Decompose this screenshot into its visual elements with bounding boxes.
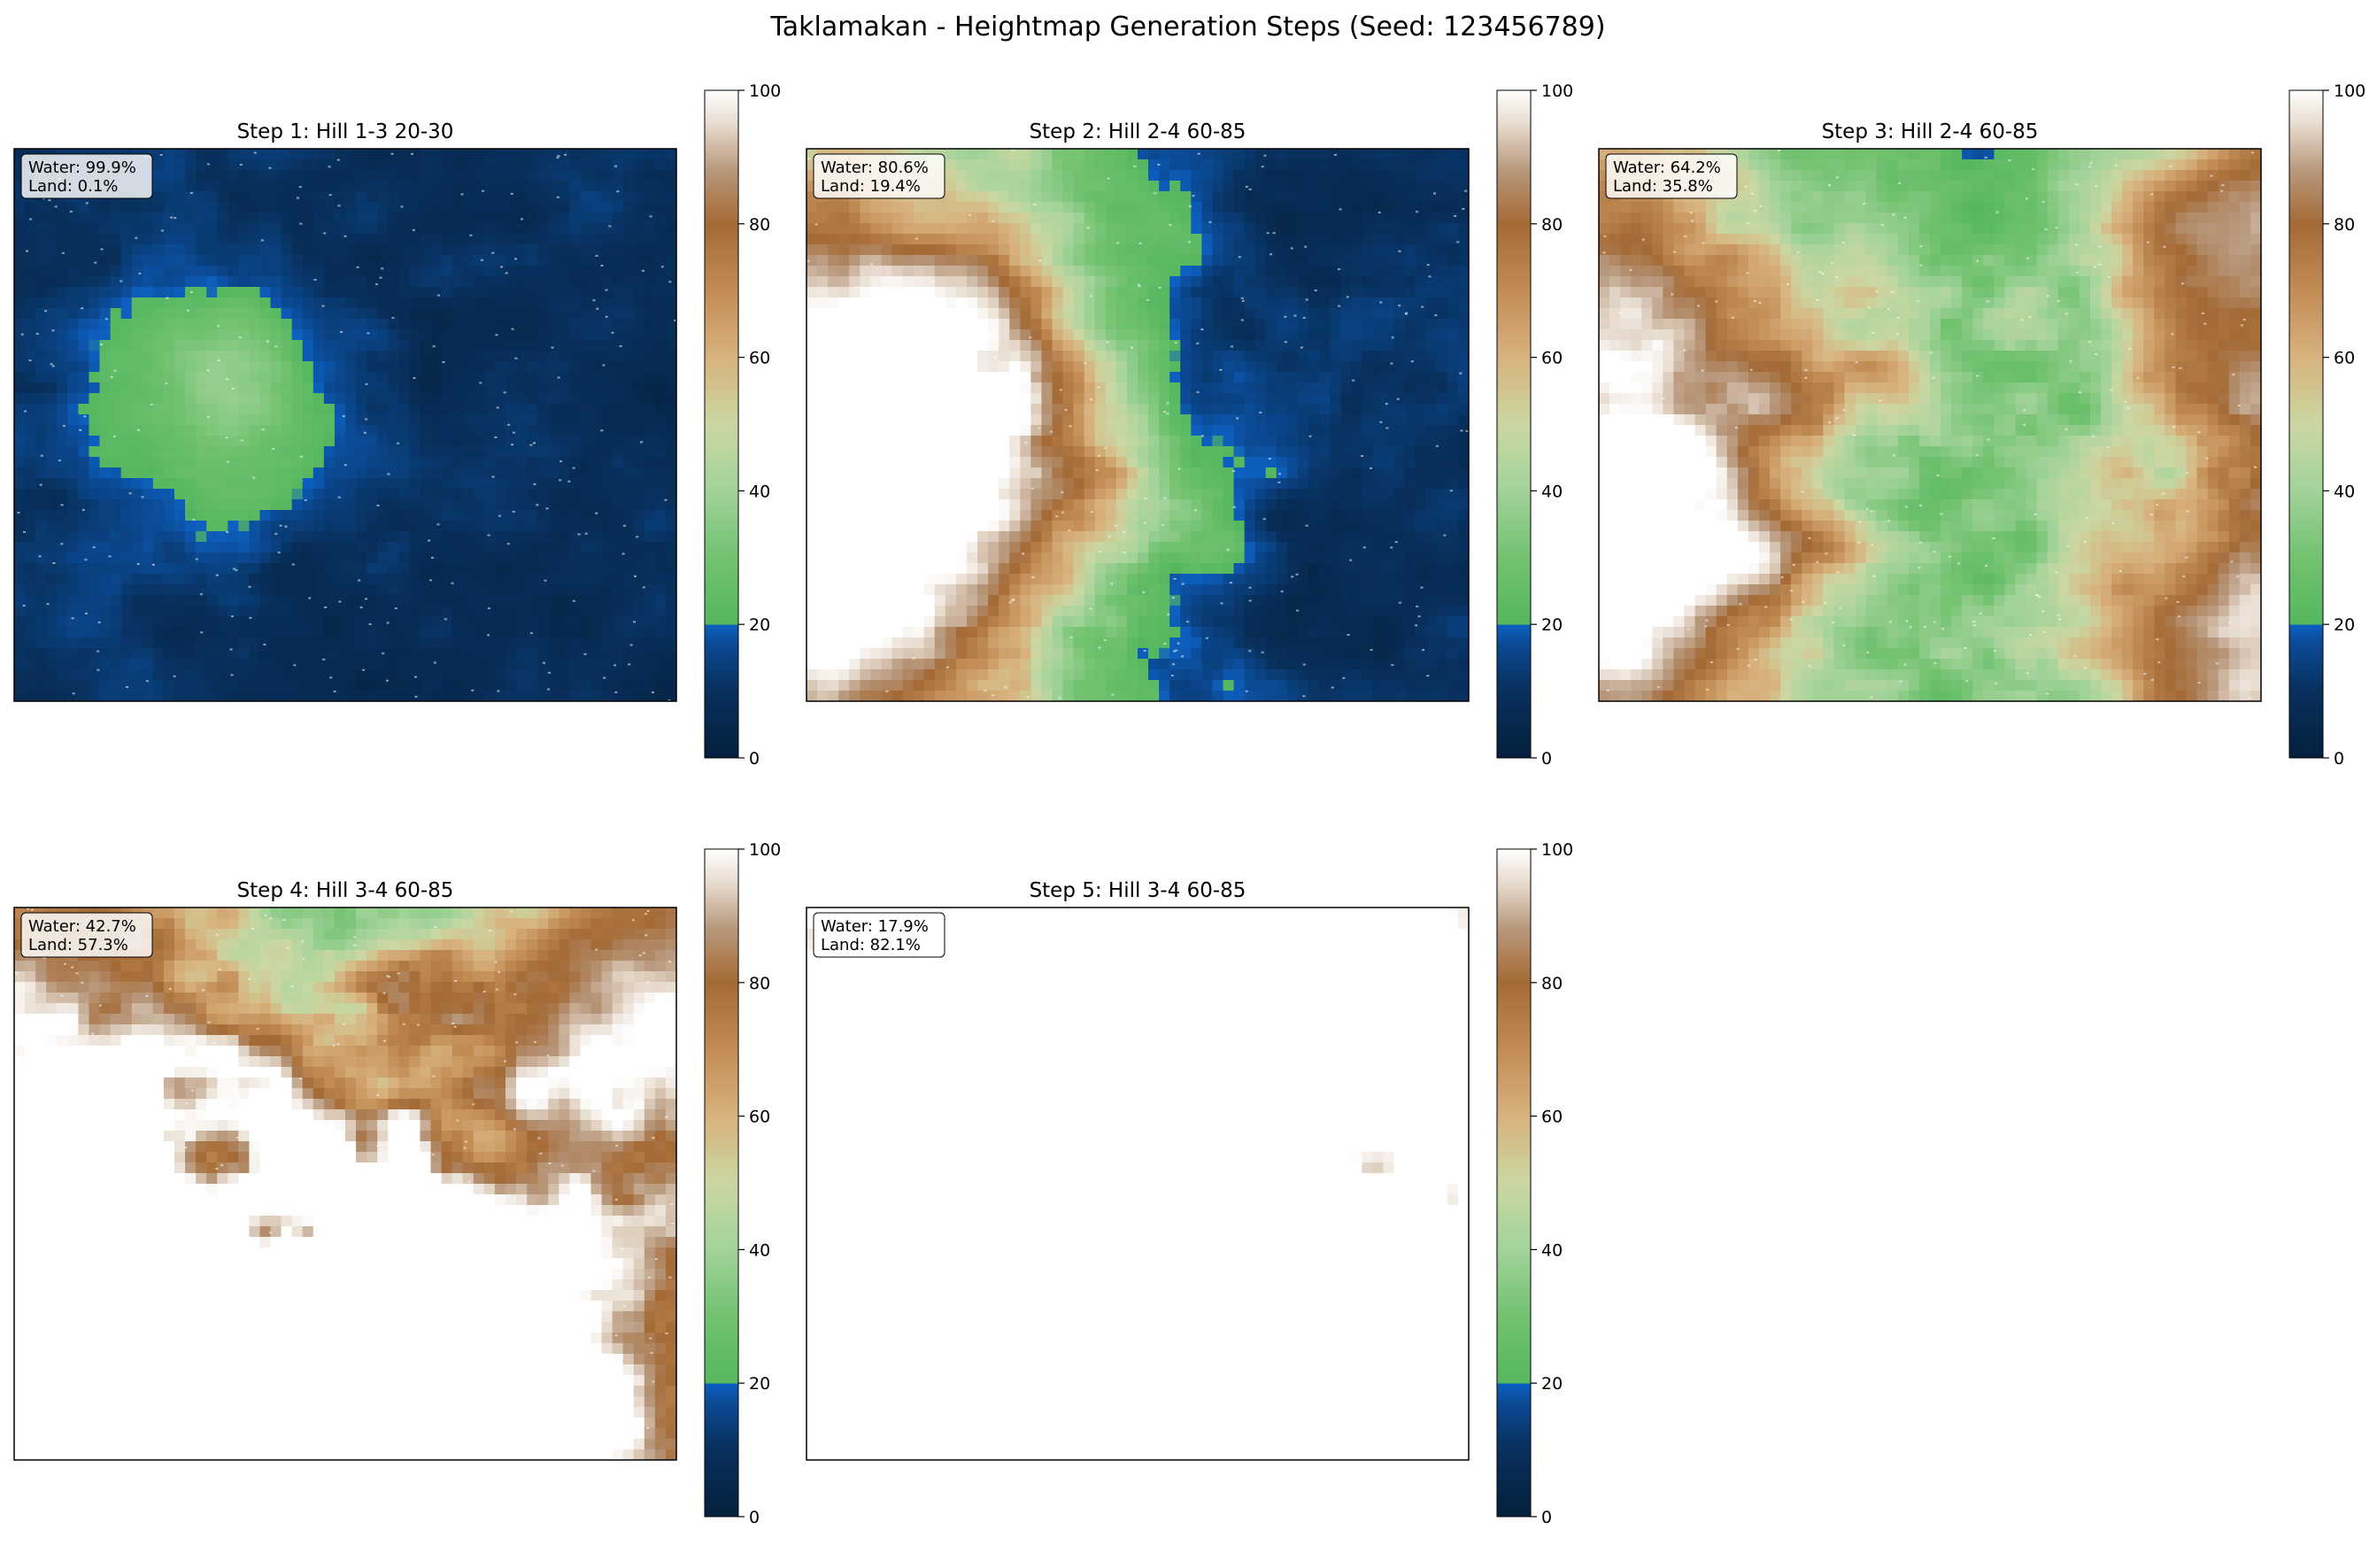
axes-frame [13,148,677,702]
colorbar-tick-label: 80 [1541,974,1563,993]
colorbar-tick-label: 0 [1541,1508,1552,1527]
colorbar-tick-label: 80 [2334,215,2355,235]
heightmap-speckle [806,149,1469,699]
colorbar-tick-label: 80 [749,974,770,993]
colorbar-tick-label: 80 [1541,215,1563,235]
panel-3: Step 3: Hill 2-4 60-85 Water: 64.2%Land: … [1598,81,2365,769]
heightmap-speckle [14,908,675,1459]
panel-2: Step 2: Hill 2-4 60-85 Water: 80.6%Land: … [806,81,1573,769]
colorbar-tick-label: 60 [749,349,770,368]
colorbar: 0 20 40 60 80 100 [704,840,781,1527]
water-land-annotation: Water: 17.9%Land: 82.1% [813,912,945,958]
colorbar-tick-label: 100 [1541,81,1573,101]
colorbar-tick-label: 40 [1541,482,1563,501]
colorbar: 0 20 40 60 80 100 [1496,840,1573,1527]
colorbar-tick-label: 40 [749,1240,770,1260]
land-percent-label: Land: 82.1% [821,936,921,954]
heightmap [806,149,1469,701]
heightmap-speckle [17,151,676,701]
panel-title: Step 2: Hill 2-4 60-85 [1030,120,1246,143]
colorbar-tick-label: 60 [1541,349,1563,368]
heightmap [14,908,676,1460]
water-percent-label: Water: 99.9% [28,158,136,177]
land-percent-label: Land: 0.1% [28,177,118,196]
panel-title: Step 3: Hill 2-4 60-85 [1822,120,2039,143]
axes-frame [1598,148,2262,702]
colorbar-tick-label: 0 [2334,749,2344,769]
axes-frame [806,148,1470,702]
water-land-annotation: Water: 99.9%Land: 0.1% [20,153,153,199]
panel-title: Step 5: Hill 3-4 60-85 [1030,879,1246,902]
colorbar-tick-label: 60 [749,1108,770,1127]
panel-5: Step 5: Hill 3-4 60-85 Water: 17.9%Land: … [806,840,1573,1527]
heightmap [14,149,676,701]
colorbar: 0 20 40 60 80 100 [2288,81,2365,769]
colorbar-tick-label: 60 [1541,1108,1563,1127]
colorbar-tick-label: 80 [749,215,770,235]
colorbar: 0 20 40 60 80 100 [704,81,781,769]
land-percent-label: Land: 57.3% [28,936,128,954]
axes-frame [806,907,1470,1461]
water-land-annotation: Water: 64.2%Land: 35.8% [1605,153,1738,199]
colorbar-tick-label: 0 [749,1508,760,1527]
colorbar-tick-label: 20 [749,1374,770,1394]
colorbar-tick-label: 20 [749,615,770,635]
colorbar-tick-label: 100 [1541,840,1573,860]
colorbar-tick-label: 20 [1541,1374,1563,1394]
axes-frame [13,907,677,1461]
colorbar-tick-label: 100 [749,840,781,860]
land-percent-label: Land: 19.4% [821,177,921,196]
water-percent-label: Water: 42.7% [28,917,136,936]
colorbar-tick-label: 0 [749,749,760,769]
water-percent-label: Water: 17.9% [821,917,929,936]
colorbar-tick-label: 100 [749,81,781,101]
colorbar-tick-label: 100 [2334,81,2365,101]
colorbar-tick-label: 20 [2334,615,2355,635]
colorbar-tick-label: 0 [1541,749,1552,769]
panel-title: Step 1: Hill 1-3 20-30 [237,120,454,143]
heightmap [806,908,1469,1460]
panel-title: Step 4: Hill 3-4 60-85 [237,879,454,902]
colorbar-tick-label: 40 [749,482,770,501]
colorbar-tick-label: 20 [1541,615,1563,635]
land-percent-label: Land: 35.8% [1613,177,1713,196]
colorbar-tick-label: 60 [2334,349,2355,368]
colorbar-tick-label: 40 [1541,1240,1563,1260]
water-land-annotation: Water: 80.6%Land: 19.4% [813,153,945,199]
water-land-annotation: Water: 42.7%Land: 57.3% [20,912,153,958]
water-percent-label: Water: 64.2% [1613,158,1721,177]
figure-title: Taklamakan - Heightmap Generation Steps … [769,12,1605,42]
panel-4: Step 4: Hill 3-4 60-85 Water: 42.7%Land: … [13,840,781,1527]
water-percent-label: Water: 80.6% [821,158,929,177]
colorbar-tick-label: 40 [2334,482,2355,501]
colorbar: 0 20 40 60 80 100 [1496,81,1573,769]
heightmap [1599,149,2261,701]
panel-1: Step 1: Hill 1-3 20-30 Water: 99.9%Land: … [13,81,781,769]
heightmap-speckle [808,923,1469,1457]
